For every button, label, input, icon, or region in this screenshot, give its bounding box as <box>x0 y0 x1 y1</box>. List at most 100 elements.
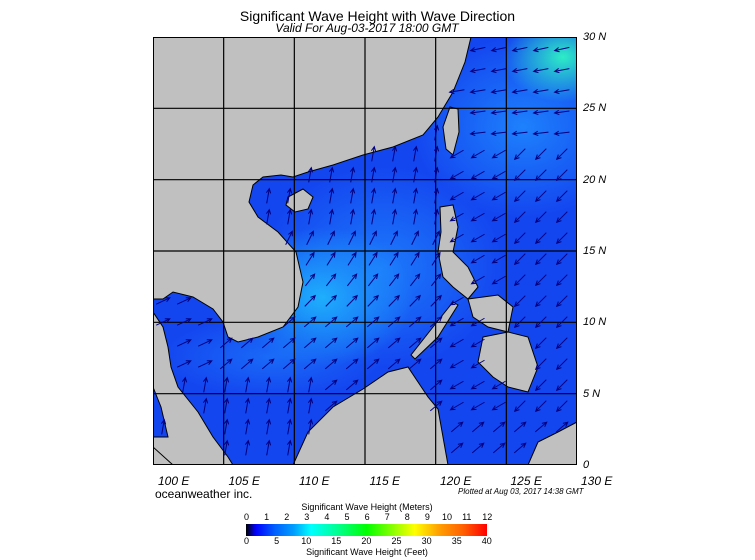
wave-direction-arrow <box>469 109 486 116</box>
wave-direction-arrow <box>449 191 464 201</box>
wave-direction-arrow <box>513 190 526 203</box>
wave-direction-arrow <box>449 317 464 327</box>
colorbar-meter-tick: 6 <box>364 512 370 522</box>
wave-direction-arrow <box>534 295 547 308</box>
wave-direction-arrow <box>282 316 296 328</box>
lat-label: 10 N <box>583 316 607 329</box>
lon-label: 115 E <box>369 474 400 488</box>
colorbar-meter-tick: 12 <box>482 512 493 522</box>
wave-direction-arrow <box>307 397 314 414</box>
wave-direction-arrow <box>450 421 464 433</box>
wave-direction-arrow <box>345 358 359 370</box>
wave-direction-arrow <box>223 397 230 414</box>
wave-direction-arrow <box>261 358 275 370</box>
wave-direction-arrow <box>471 442 485 454</box>
colorbar-meter-tick: 5 <box>344 512 350 522</box>
wave-direction-arrow <box>553 88 570 95</box>
colorbar-feet-tick: 30 <box>421 536 432 546</box>
wave-direction-arrow <box>553 130 570 136</box>
wave-direction-arrow <box>470 170 485 180</box>
wave-direction-arrow <box>219 337 233 349</box>
wave-direction-arrow <box>553 46 570 53</box>
wave-direction-arrow <box>388 273 400 287</box>
colorbar-meter-tick: 10 <box>442 512 453 522</box>
wave-direction-arrow <box>490 130 507 136</box>
wave-direction-arrow <box>370 208 377 225</box>
wave-direction-arrow <box>304 273 316 287</box>
wave-direction-arrow <box>553 68 570 74</box>
lon-label: 120 E <box>440 474 472 488</box>
wave-direction-arrow <box>534 337 547 350</box>
wave-direction-arrow <box>534 316 547 329</box>
wave-direction-arrow <box>534 211 547 224</box>
wave-direction-arrow <box>513 232 526 245</box>
hainan <box>285 188 314 213</box>
wave-direction-arrow <box>490 109 507 116</box>
sulawesi <box>527 421 577 465</box>
wave-direction-arrow <box>176 360 192 368</box>
asia-mainland <box>153 37 472 343</box>
wave-direction-arrow <box>555 253 568 266</box>
wave-direction-arrow <box>176 297 192 305</box>
wave-direction-arrows <box>155 46 570 456</box>
wave-direction-arrow <box>513 274 526 287</box>
colorbar-feet-tick: 25 <box>391 536 402 546</box>
wave-direction-arrow <box>430 273 442 287</box>
wave-direction-arrow <box>431 251 441 266</box>
colorbar-meter-tick: 8 <box>404 512 410 522</box>
wave-direction-arrow <box>265 418 272 435</box>
wave-direction-arrow <box>532 46 549 53</box>
wave-direction-arrow <box>513 400 526 413</box>
wave-direction-arrow <box>197 318 213 326</box>
wave-direction-arrow <box>219 358 233 370</box>
wave-direction-arrow <box>491 149 506 159</box>
malay-peninsula <box>153 311 234 465</box>
wave-direction-arrow <box>491 212 506 222</box>
credit: oceanweather inc. <box>155 487 253 501</box>
wave-direction-arrow <box>449 149 464 159</box>
lon-label: 100 E <box>158 474 190 488</box>
wave-direction-arrow <box>534 400 547 413</box>
wave-direction-arrow <box>532 88 549 95</box>
wave-direction-arrow <box>325 294 338 307</box>
wave-direction-arrow <box>328 187 335 204</box>
wave-direction-arrow <box>469 46 486 53</box>
wave-direction-arrow <box>366 358 380 370</box>
wave-direction-arrow <box>511 109 528 116</box>
colorbar <box>246 524 487 536</box>
mindanao <box>477 331 539 393</box>
lon-label: 105 E <box>228 474 260 488</box>
colorbar-feet-title: Significant Wave Height (Feet) <box>306 547 428 557</box>
wave-direction-arrow <box>553 109 570 116</box>
wave-direction-arrow <box>491 170 506 180</box>
wave-direction-arrow <box>534 253 547 266</box>
wave-direction-arrow <box>491 275 506 285</box>
wave-direction-arrow <box>346 294 359 307</box>
wave-direction-arrow <box>366 316 380 328</box>
wave-direction-arrow <box>324 400 338 412</box>
plotted-time: Plotted at Aug 03, 2017 14:38 GMT <box>458 487 584 496</box>
wave-direction-arrow <box>449 401 464 411</box>
wave-direction-arrow <box>555 337 568 350</box>
wave-direction-arrow <box>410 251 420 266</box>
wave-direction-arrow <box>433 208 440 225</box>
wave-direction-arrow <box>555 148 568 161</box>
wave-direction-arrow <box>449 233 464 243</box>
wave-direction-arrow <box>513 295 526 308</box>
wave-direction-arrow <box>555 379 568 392</box>
wave-direction-arrow <box>324 358 338 370</box>
wave-direction-arrow <box>160 418 167 435</box>
wave-direction-arrow <box>429 316 443 328</box>
borneo <box>292 366 449 465</box>
lat-label: 5 N <box>583 387 601 400</box>
colorbar-meter-tick: 11 <box>462 512 472 522</box>
wave-direction-arrow <box>534 190 547 203</box>
wave-direction-arrow <box>555 169 568 182</box>
wave-direction-arrow <box>449 296 464 306</box>
wave-direction-arrow <box>265 397 272 414</box>
wave-direction-arrow <box>555 295 568 308</box>
lat-label: 20 N <box>583 173 607 186</box>
wave-direction-arrow <box>409 294 422 307</box>
wave-direction-arrow <box>389 251 399 266</box>
wave-direction-arrow <box>534 421 548 433</box>
